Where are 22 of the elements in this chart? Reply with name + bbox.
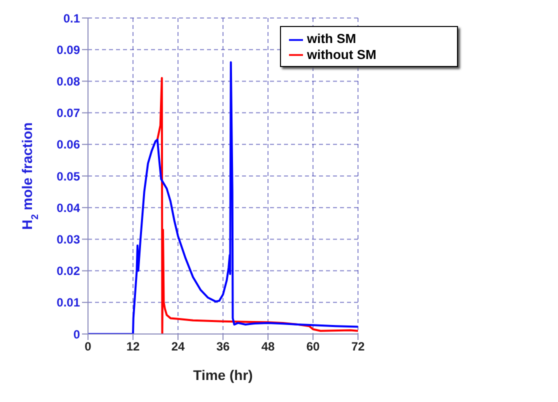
x-tick-label: 36 xyxy=(216,340,230,354)
y-tick-label: 0.02 xyxy=(56,264,80,278)
y-tick-label: 0 xyxy=(73,327,80,342)
y-tick-label: 0.03 xyxy=(56,232,80,246)
y-tick-label: 0.07 xyxy=(56,106,80,120)
y-tick-label: 0.05 xyxy=(56,169,80,184)
y-tick-label: 0.04 xyxy=(56,200,80,215)
x-tick-label: 12 xyxy=(126,340,140,354)
x-tick-label: 72 xyxy=(351,340,365,354)
x-tick-label: 0 xyxy=(84,340,92,354)
x-tick-label: 60 xyxy=(306,340,320,354)
y-tick-label: 0.06 xyxy=(56,138,80,152)
x-axis-title: Time (hr) xyxy=(193,367,253,383)
y-tick-label: 0.1 xyxy=(63,11,80,26)
x-tick-label: 24 xyxy=(171,340,185,354)
y-tick-label: 0.09 xyxy=(56,42,80,57)
legend-label: with SM xyxy=(307,31,356,46)
y-tick-label: 0.01 xyxy=(56,296,80,310)
y-tick-label: 0.08 xyxy=(56,74,80,88)
line-series xyxy=(156,77,358,334)
legend-label: without SM xyxy=(307,46,376,62)
x-tick-label: 48 xyxy=(261,340,275,354)
